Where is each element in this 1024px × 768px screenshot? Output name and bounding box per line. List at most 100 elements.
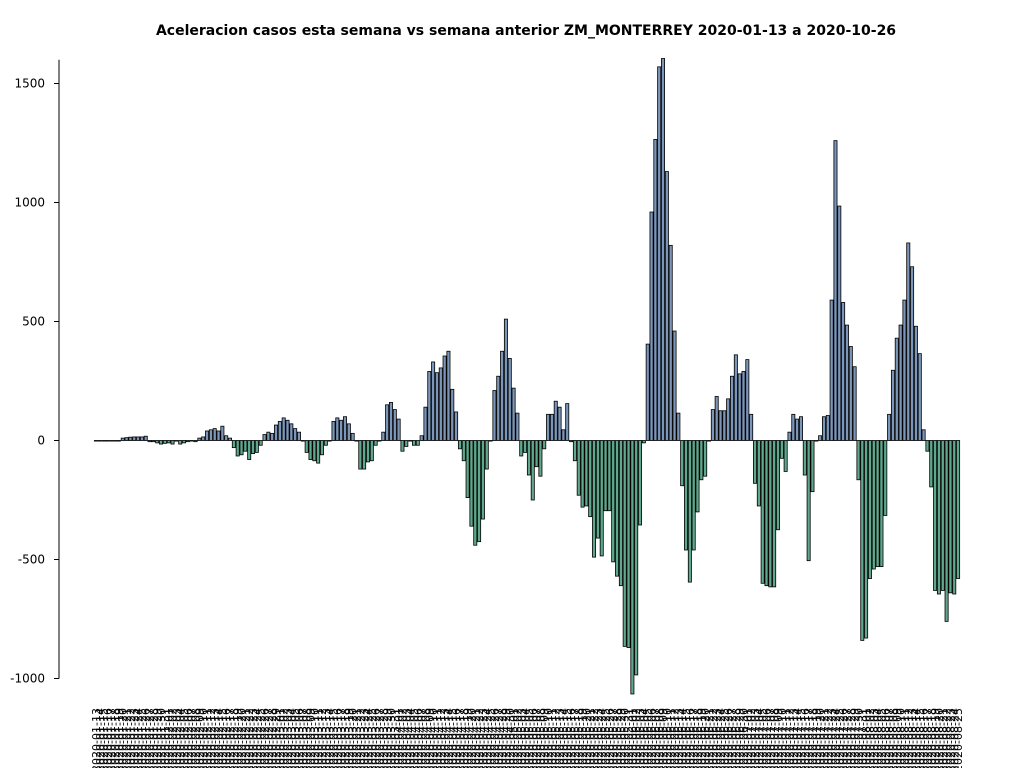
bar (116, 440, 121, 442)
bar (592, 440, 597, 558)
x-tick-label: 2020-07-25 (833, 708, 846, 768)
x-tick-label: 2020-02-24 (251, 708, 264, 768)
x-tick-label: 2020-07-22 (822, 708, 835, 768)
bar (392, 409, 397, 441)
bar (216, 430, 221, 441)
bar (224, 435, 229, 441)
x-axis: 2020-01-132020-01-142020-01-152020-01-16… (90, 708, 965, 768)
x-tick-label: 2020-05-15 (561, 708, 574, 768)
x-tick-label: 2020-05-07 (531, 708, 544, 768)
x-tick-label: 2020-02-05 (178, 708, 191, 768)
bar (446, 350, 451, 441)
bar (484, 440, 489, 470)
bar (312, 440, 317, 462)
bar (557, 406, 562, 441)
x-tick-label: 2020-07-12 (783, 708, 796, 768)
x-tick-label: 2020-03-29 (381, 708, 394, 768)
bar (220, 425, 225, 441)
bar (668, 244, 673, 441)
x-tick-label: 2020-03-05 (289, 708, 302, 768)
x-tick-label: 2020-06-27 (726, 708, 739, 768)
bar (948, 440, 953, 594)
x-tick-label: 2020-05-04 (519, 708, 532, 768)
x-tick-label: 2020-01-24 (132, 708, 145, 768)
bar (109, 440, 114, 442)
bar (427, 371, 432, 441)
x-tick-label: 2020-02-06 (182, 708, 195, 768)
bar (480, 440, 485, 520)
x-tick-label: 2020-01-30 (155, 708, 168, 768)
bar (760, 440, 765, 584)
bar (779, 440, 784, 459)
bar (289, 423, 294, 441)
x-tick-label: 2020-02-08 (190, 708, 203, 768)
bar (565, 403, 570, 441)
x-tick-label: 2020-07-26 (837, 708, 850, 768)
bar (795, 418, 800, 441)
bar (239, 440, 244, 456)
bar (630, 440, 635, 695)
x-tick-label: 2020-06-13 (672, 708, 685, 768)
bar (936, 440, 941, 595)
bar (917, 353, 922, 441)
bar (143, 435, 148, 441)
x-tick-label: 2020-06-20 (699, 708, 712, 768)
bar (136, 436, 141, 441)
x-tick-label: 2020-08-25 (952, 708, 965, 768)
x-tick-label: 2020-03-01 (274, 708, 287, 768)
bar (369, 440, 374, 462)
bar (860, 440, 865, 641)
bar (381, 431, 386, 441)
bar (776, 440, 780, 531)
y-tick-label: 0 (37, 434, 45, 448)
x-tick-label: 2020-07-27 (841, 708, 854, 768)
x-tick-label: 2020-03-10 (308, 708, 321, 768)
bar (473, 440, 478, 546)
x-tick-label: 2020-04-11 (431, 708, 444, 768)
bar (450, 388, 455, 441)
chart-title: Aceleracion casos esta semana vs semana … (156, 23, 896, 39)
bar (454, 411, 459, 441)
x-tick-label: 2020-05-05 (523, 708, 536, 768)
x-tick-label: 2020-05-23 (592, 708, 605, 768)
bar (638, 440, 643, 526)
x-tick-label: 2020-07-21 (818, 708, 831, 768)
x-tick-label: 2020-08-16 (918, 708, 931, 768)
x-tick-label: 2020-06-06 (646, 708, 659, 768)
x-tick-label: 2020-02-18 (228, 708, 241, 768)
bar (584, 440, 589, 507)
x-tick-label: 2020-03-12 (316, 708, 329, 768)
bar (933, 440, 938, 591)
bar (864, 440, 869, 639)
bar (818, 435, 823, 441)
bar (875, 440, 880, 568)
bar (695, 440, 700, 513)
bar (622, 440, 627, 647)
bar (944, 440, 949, 622)
x-tick-label: 2020-06-17 (688, 708, 701, 768)
x-tick-label: 2020-01-18 (109, 708, 122, 768)
x-tick-label: 2020-01-16 (101, 708, 114, 768)
x-tick-label: 2020-03-14 (324, 708, 337, 768)
x-tick-label: 2020-02-03 (170, 708, 183, 768)
x-tick-label: 2020-03-21 (350, 708, 363, 768)
bar (93, 440, 98, 442)
bar (388, 402, 393, 441)
bar (687, 440, 692, 583)
x-tick-label: 2020-05-08 (534, 708, 547, 768)
bar (676, 412, 681, 441)
bar (910, 266, 915, 441)
bar (247, 440, 252, 460)
x-tick-label: 2020-02-14 (213, 708, 226, 768)
x-tick-label: 2020-04-14 (442, 708, 455, 768)
bar (707, 440, 711, 442)
bar (634, 440, 639, 676)
bar (128, 436, 133, 441)
x-tick-label: 2020-03-08 (301, 708, 314, 768)
x-tick-label: 2020-04-20 (465, 708, 478, 768)
bar (496, 375, 501, 441)
x-tick-label: 2020-03-13 (320, 708, 333, 768)
bar (526, 440, 531, 476)
bar (753, 440, 757, 484)
bar (262, 434, 267, 441)
